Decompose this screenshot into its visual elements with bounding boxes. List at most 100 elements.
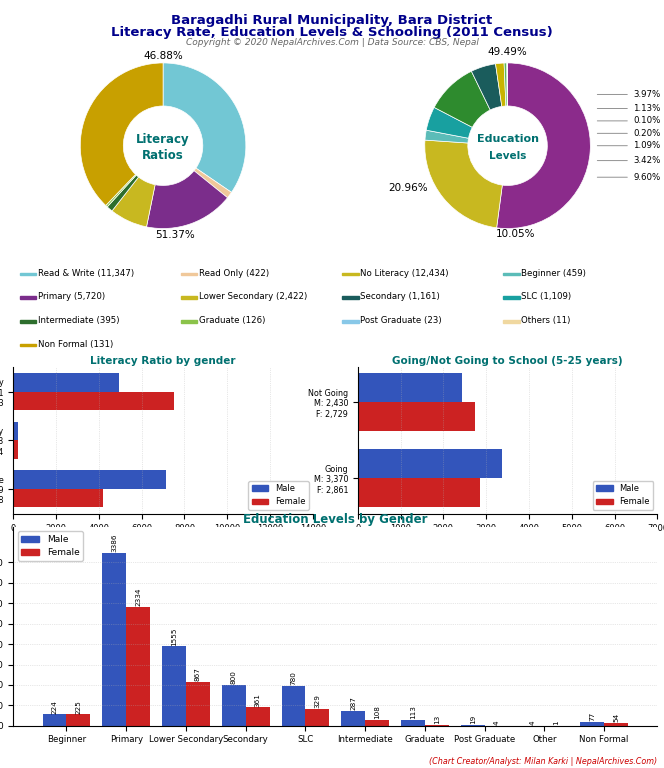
Wedge shape (108, 175, 139, 211)
Text: 0.10%: 0.10% (633, 117, 661, 125)
Wedge shape (471, 64, 502, 110)
Text: 3.42%: 3.42% (633, 156, 661, 165)
Text: 0.20%: 0.20% (633, 129, 661, 137)
Text: 1: 1 (553, 720, 559, 725)
Text: 77: 77 (589, 712, 595, 721)
Text: 4: 4 (529, 720, 535, 725)
Wedge shape (425, 140, 502, 228)
Bar (102, 553, 126, 726)
Bar (13, 373, 119, 392)
Bar (126, 607, 150, 726)
Text: Education: Education (477, 134, 539, 144)
Text: Read & Write (11,347): Read & Write (11,347) (38, 269, 134, 277)
Text: 9.60%: 9.60% (633, 173, 661, 182)
Text: 1555: 1555 (171, 627, 177, 646)
Bar (13, 470, 166, 488)
Text: No Literacy (12,434): No Literacy (12,434) (360, 269, 448, 277)
Legend: Male, Female: Male, Female (593, 481, 653, 510)
Text: 51.37%: 51.37% (155, 230, 195, 240)
Bar (358, 449, 502, 478)
Text: 49.49%: 49.49% (487, 47, 527, 57)
Bar (503, 320, 519, 323)
Text: 867: 867 (195, 667, 201, 680)
Bar (401, 720, 425, 726)
Text: 46.88%: 46.88% (143, 51, 183, 61)
Title: Education Levels by Gender: Education Levels by Gender (243, 512, 428, 525)
Bar (305, 709, 329, 726)
Bar (181, 273, 197, 275)
Text: 13: 13 (434, 715, 440, 724)
Text: 2334: 2334 (135, 588, 141, 606)
Bar (503, 273, 519, 275)
Wedge shape (426, 108, 472, 138)
Bar (342, 273, 359, 275)
Wedge shape (434, 71, 490, 127)
Bar (20, 320, 37, 323)
Wedge shape (80, 63, 163, 206)
Text: Levels: Levels (489, 151, 527, 161)
Bar (20, 273, 37, 275)
Text: 113: 113 (410, 705, 416, 719)
Bar (358, 402, 475, 431)
Text: Read Only (422): Read Only (422) (199, 269, 269, 277)
Text: 108: 108 (374, 706, 380, 720)
Text: 1.09%: 1.09% (633, 141, 661, 151)
Bar (162, 647, 186, 726)
Text: Others (11): Others (11) (521, 316, 570, 325)
Bar (604, 723, 628, 726)
Text: 1.74%: 1.74% (0, 767, 1, 768)
Legend: Male, Female: Male, Female (248, 481, 309, 510)
Text: 287: 287 (350, 697, 357, 710)
Text: 361: 361 (255, 693, 261, 707)
Legend: Male, Female: Male, Female (18, 531, 83, 561)
Bar (342, 320, 359, 323)
Text: 54: 54 (613, 713, 619, 722)
Bar (181, 296, 197, 299)
Bar (342, 296, 359, 299)
Bar (13, 488, 104, 507)
Text: 800: 800 (231, 670, 237, 684)
Text: Intermediate (395): Intermediate (395) (38, 316, 120, 325)
Bar (13, 392, 173, 410)
Text: 20.96%: 20.96% (388, 184, 428, 194)
Bar (580, 722, 604, 726)
Text: Ratios: Ratios (142, 149, 184, 162)
Text: Copyright © 2020 NepalArchives.Com | Data Source: CBS, Nepal: Copyright © 2020 NepalArchives.Com | Dat… (185, 38, 479, 48)
Bar (66, 714, 90, 726)
Text: (Chart Creator/Analyst: Milan Karki | NepalArchives.Com): (Chart Creator/Analyst: Milan Karki | Ne… (429, 757, 657, 766)
Bar (358, 478, 480, 507)
Wedge shape (112, 177, 155, 227)
Title: Going/Not Going to School (5-25 years): Going/Not Going to School (5-25 years) (392, 356, 623, 366)
Bar (20, 344, 37, 346)
Title: Literacy Ratio by gender: Literacy Ratio by gender (90, 356, 236, 366)
Bar (246, 707, 270, 726)
Text: Graduate (126): Graduate (126) (199, 316, 265, 325)
Text: Baragadhi Rural Municipality, Bara District: Baragadhi Rural Municipality, Bara Distr… (171, 14, 493, 27)
Wedge shape (504, 63, 507, 106)
Text: 3386: 3386 (112, 534, 118, 552)
Bar (503, 296, 519, 299)
Bar (13, 422, 18, 440)
Text: 4: 4 (493, 720, 499, 725)
Text: Secondary (1,161): Secondary (1,161) (360, 293, 440, 301)
Wedge shape (163, 63, 246, 192)
Bar (42, 714, 66, 726)
Text: 225: 225 (76, 700, 82, 713)
Wedge shape (495, 63, 506, 107)
Text: 780: 780 (290, 671, 297, 685)
Text: Post Graduate (23): Post Graduate (23) (360, 316, 442, 325)
Bar (282, 686, 305, 726)
Bar (186, 681, 210, 726)
Bar (13, 440, 18, 458)
Wedge shape (194, 168, 232, 197)
Wedge shape (425, 130, 469, 143)
Text: Primary (5,720): Primary (5,720) (38, 293, 105, 301)
Bar (341, 711, 365, 726)
Text: SLC (1,109): SLC (1,109) (521, 293, 571, 301)
Text: 329: 329 (314, 694, 321, 708)
Text: Non Formal (131): Non Formal (131) (38, 340, 113, 349)
Bar (358, 373, 461, 402)
Bar (222, 685, 246, 726)
Text: 19: 19 (469, 715, 475, 724)
Text: 224: 224 (52, 700, 58, 713)
